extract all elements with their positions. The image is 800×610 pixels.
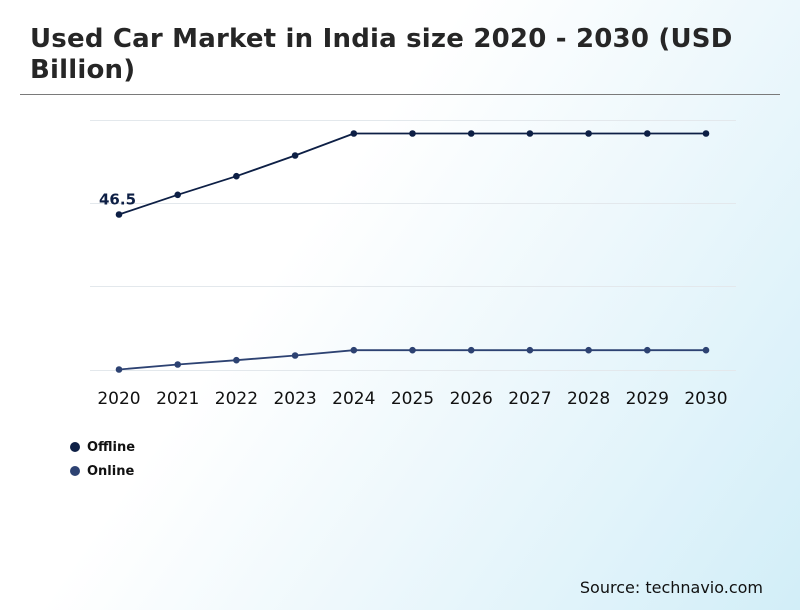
x-tick-label: 2022 (215, 389, 258, 409)
source-credit: Source: technavio.com (579, 578, 763, 597)
data-point-online-2020[interactable] (115, 366, 123, 373)
series-lines (118, 132, 706, 371)
data-point-online-2023[interactable] (291, 352, 299, 359)
legend-label-offline: Offline (87, 439, 136, 455)
data-point-online-2021[interactable] (174, 361, 181, 368)
series-points (115, 130, 710, 373)
chart-title: Used Car Market in India size 2020 - 203… (30, 24, 733, 85)
title-divider (20, 94, 780, 95)
data-point-offline-2029[interactable] (644, 130, 651, 137)
data-point-offline-2023[interactable] (291, 152, 299, 159)
x-tick-label: 2024 (332, 389, 375, 409)
data-point-online-2024[interactable] (350, 346, 358, 354)
data-point-offline-2025[interactable] (409, 130, 416, 137)
x-tick-label: 2025 (391, 389, 434, 409)
data-point-offline-2030[interactable] (702, 130, 710, 137)
data-point-offline-2022[interactable] (233, 172, 240, 180)
legend-label-online: Online (87, 463, 135, 479)
legend-marker-online (70, 466, 80, 476)
data-point-offline-2027[interactable] (526, 130, 534, 137)
gridlines (90, 120, 736, 371)
x-tick-label: 2021 (156, 389, 199, 409)
data-point-online-2028[interactable] (585, 346, 592, 354)
data-point-online-2025[interactable] (409, 346, 416, 354)
x-tick-label: 2030 (684, 389, 727, 409)
legend-item-online[interactable]: Online (70, 459, 135, 483)
line-chart: 2020 2021 2022 2023 2024 2025 2026 2027 2028 2029… (90, 120, 736, 409)
data-point-online-2029[interactable] (644, 346, 651, 354)
legend-marker-offline (70, 442, 80, 452)
series-line-offline (118, 132, 706, 216)
data-point-online-2027[interactable] (526, 346, 534, 354)
data-point-offline-2026[interactable] (467, 130, 475, 137)
x-tick-label: 2029 (626, 389, 669, 409)
x-tick-label: 2020 (97, 389, 140, 409)
data-point-offline-2028[interactable] (585, 130, 592, 137)
x-tick-label: 2028 (567, 389, 610, 409)
data-labels: 46.5 (99, 191, 136, 209)
x-tick-label: 2023 (273, 389, 316, 409)
data-point-offline-2020[interactable] (115, 211, 123, 218)
legend-item-offline[interactable]: Offline (70, 435, 135, 459)
data-point-offline-2024[interactable] (350, 130, 358, 137)
legend: Offline Online (70, 435, 135, 483)
x-tick-label: 2027 (508, 389, 551, 409)
x-axis-ticks: 2020 2021 2022 2023 2024 2025 2026 2027 2028 2029… (97, 389, 727, 409)
data-point-online-2030[interactable] (702, 346, 710, 354)
data-label-offline-2020: 46.5 (99, 191, 136, 209)
x-tick-label: 2026 (450, 389, 493, 409)
data-point-online-2022[interactable] (233, 356, 240, 364)
data-point-online-2026[interactable] (467, 346, 475, 354)
data-point-offline-2021[interactable] (174, 191, 181, 199)
